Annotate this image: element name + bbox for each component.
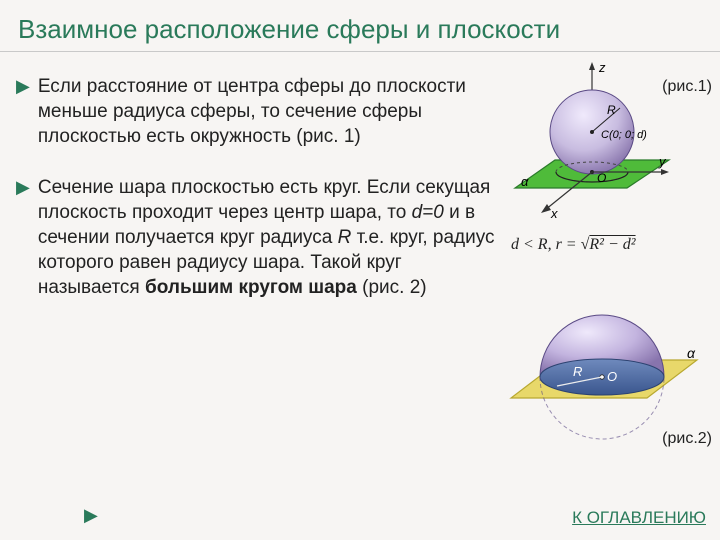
content-area: ▶ Если расстояние от центра сферы до пло…	[0, 52, 720, 458]
svg-text:O: O	[597, 171, 606, 185]
right-column: (рис.1) z α	[507, 60, 712, 458]
svg-text:R: R	[607, 103, 616, 117]
figure-2-svg: α R O	[507, 262, 702, 442]
left-column: ▶ Если расстояние от центра сферы до пло…	[16, 60, 507, 458]
paragraph-2: Сечение шара плоскостью есть круг. Если …	[38, 175, 497, 300]
p2-R: R	[338, 227, 352, 248]
slide-title: Взаимное расположение сферы и плоскости	[0, 0, 720, 52]
fig2-caption: (рис.2)	[662, 430, 712, 448]
bullet-marker-icon: ▶	[16, 74, 38, 149]
svg-text:C(0; 0; d): C(0; 0; d)	[601, 129, 647, 141]
nav-arrow-icon[interactable]: ▶	[84, 505, 98, 526]
p2-d: d=0	[412, 202, 444, 223]
svg-text:O: O	[607, 369, 617, 384]
toc-link[interactable]: К ОГЛАВЛЕНИЮ	[572, 508, 706, 528]
svg-text:α: α	[687, 345, 696, 361]
bullet-marker-icon: ▶	[16, 175, 38, 300]
figure-1: (рис.1) z α	[507, 60, 712, 230]
svg-text:x: x	[550, 206, 558, 221]
formula-text: d < R, r = √R² − d²	[511, 236, 712, 254]
bullet-1: ▶ Если расстояние от центра сферы до пло…	[16, 74, 497, 149]
p2-end: (рис. 2)	[357, 277, 427, 298]
svg-text:α: α	[521, 174, 529, 189]
fig1-caption: (рис.1)	[662, 78, 712, 96]
svg-text:R: R	[573, 364, 582, 379]
p2-bold: большим кругом шара	[145, 277, 357, 298]
figure-2: (рис.2) α	[507, 262, 712, 452]
paragraph-1: Если расстояние от центра сферы до плоск…	[38, 74, 497, 149]
svg-text:z: z	[598, 60, 606, 75]
bullet-2: ▶ Сечение шара плоскостью есть круг. Есл…	[16, 175, 497, 300]
figure-1-svg: z α R C(0; 0; d) O	[507, 60, 677, 225]
